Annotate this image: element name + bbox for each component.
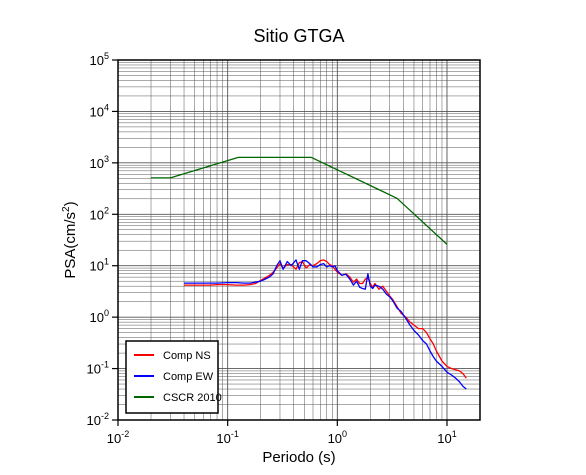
plot-frame (117, 59, 481, 421)
legend-label: CSCR 2010 (163, 392, 222, 404)
y-tick-label: 101 (90, 257, 109, 274)
series-line-comp-ew (184, 259, 467, 390)
legend-label: Comp NS (163, 350, 211, 362)
data-series (151, 156, 467, 390)
y-tick-label: 103 (90, 154, 109, 171)
chart-title: Sitio GTGA (253, 26, 344, 46)
grid (117, 59, 481, 421)
x-tick-label: 101 (437, 429, 456, 446)
y-tick-label: 100 (90, 308, 109, 325)
y-axis-label-sup: 2 (61, 206, 72, 212)
y-tick-label: 10-2 (87, 411, 109, 428)
y-axis: 10-2 10-1 100 101 102 103 104 105 (87, 51, 118, 428)
y-tick-label: 105 (90, 51, 109, 68)
x-axis-label: Periodo (s) (262, 449, 335, 466)
legend: Comp NS Comp EW CSCR 2010 (125, 340, 222, 414)
x-tick-label: 100 (328, 429, 347, 446)
x-tick-label: 10-1 (216, 429, 238, 446)
legend-label: Comp EW (163, 371, 214, 383)
y-tick-label: 10-1 (87, 360, 109, 377)
x-axis: 10-2 10-1 100 101 (107, 420, 457, 446)
y-tick-label: 104 (90, 102, 109, 119)
y-axis-label-tail: ) (62, 201, 79, 206)
y-axis-label: PSA(cm/s2) (61, 201, 79, 278)
y-tick-label: 102 (90, 205, 109, 222)
series-line-cscr-2010 (151, 156, 448, 245)
series-line-comp-ns (184, 259, 467, 379)
x-tick-label: 10-2 (107, 429, 129, 446)
y-axis-label-base: PSA(cm/s (62, 212, 79, 279)
